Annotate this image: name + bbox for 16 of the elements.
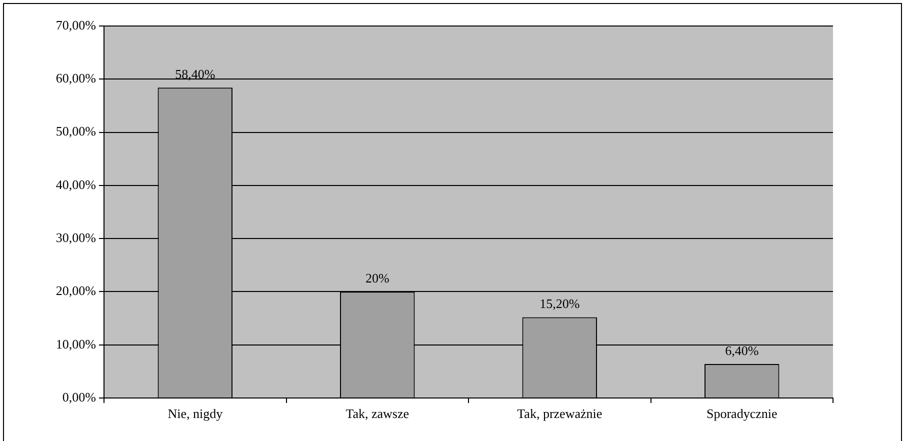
y-tick-label: 20,00% (56, 283, 96, 298)
data-label: 6,40% (725, 342, 759, 358)
y-tick-label: 60,00% (56, 70, 96, 86)
y-tick-label: 0,00% (62, 389, 96, 404)
y-tick-label: 30,00% (56, 230, 96, 245)
data-label: 20% (365, 270, 390, 286)
x-tick-label: Nie, nigdy (168, 406, 224, 422)
y-tick-label: 70,00% (56, 17, 96, 32)
y-tick-label: 10,00% (56, 336, 96, 352)
x-tick-label: Tak, zawsze (346, 406, 410, 422)
y-tick-label: 50,00% (56, 124, 96, 139)
y-tick-label: 40,00% (56, 176, 96, 192)
data-label: 15,20% (540, 296, 580, 312)
x-tick-label: Sporadycznie (706, 406, 778, 422)
data-label: 58,40% (175, 66, 216, 82)
x-tick-label: Tak, przeważnie (517, 406, 602, 422)
